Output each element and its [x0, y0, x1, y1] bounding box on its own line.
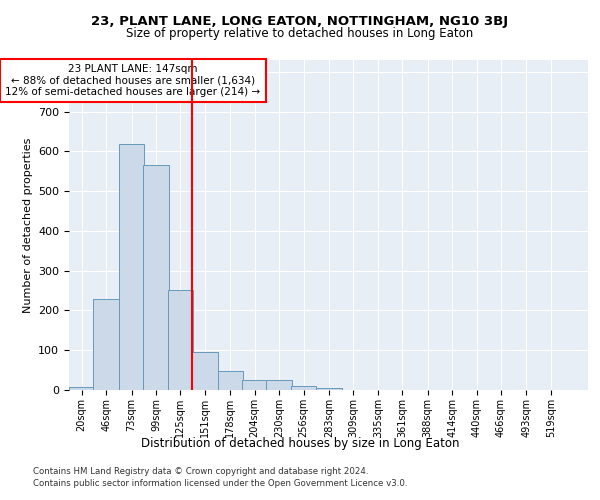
Bar	[266, 380, 292, 390]
Bar	[94, 300, 119, 390]
Bar	[242, 380, 268, 390]
Bar	[168, 290, 193, 390]
Bar	[218, 371, 243, 390]
Text: Contains HM Land Registry data © Crown copyright and database right 2024.: Contains HM Land Registry data © Crown c…	[33, 468, 368, 476]
Bar	[119, 144, 144, 390]
Text: Size of property relative to detached houses in Long Eaton: Size of property relative to detached ho…	[127, 28, 473, 40]
Bar	[69, 387, 94, 390]
Text: Contains public sector information licensed under the Open Government Licence v3: Contains public sector information licen…	[33, 479, 407, 488]
Bar	[192, 352, 218, 390]
Text: 23, PLANT LANE, LONG EATON, NOTTINGHAM, NG10 3BJ: 23, PLANT LANE, LONG EATON, NOTTINGHAM, …	[91, 15, 509, 28]
Bar	[143, 166, 169, 390]
Bar	[291, 386, 316, 390]
Bar	[316, 388, 341, 390]
Text: Distribution of detached houses by size in Long Eaton: Distribution of detached houses by size …	[141, 438, 459, 450]
Y-axis label: Number of detached properties: Number of detached properties	[23, 138, 32, 312]
Text: 23 PLANT LANE: 147sqm
← 88% of detached houses are smaller (1,634)
12% of semi-d: 23 PLANT LANE: 147sqm ← 88% of detached …	[5, 64, 260, 97]
